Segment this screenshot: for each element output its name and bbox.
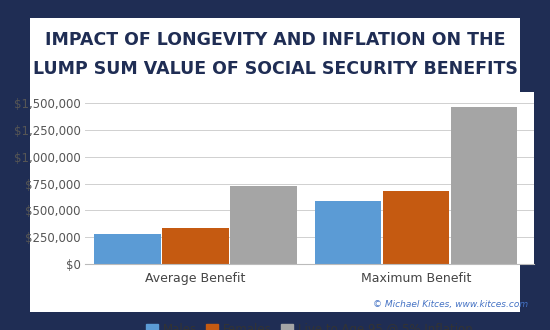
Bar bbox=[383, 191, 449, 264]
Bar bbox=[95, 234, 161, 264]
Text: LUMP SUM VALUE OF SOCIAL SECURITY BENEFITS: LUMP SUM VALUE OF SOCIAL SECURITY BENEFI… bbox=[32, 60, 518, 78]
Bar bbox=[451, 108, 517, 264]
Bar bbox=[230, 186, 296, 264]
Bar bbox=[162, 228, 229, 264]
Bar bbox=[315, 201, 381, 264]
Text: © Michael Kitces, www.kitces.com: © Michael Kitces, www.kitces.com bbox=[373, 300, 528, 309]
Legend: Males, Females, Live to Age 95 @ 5% Inflation: Males, Females, Live to Age 95 @ 5% Infl… bbox=[141, 318, 477, 330]
Text: IMPACT OF LONGEVITY AND INFLATION ON THE: IMPACT OF LONGEVITY AND INFLATION ON THE bbox=[45, 31, 505, 49]
